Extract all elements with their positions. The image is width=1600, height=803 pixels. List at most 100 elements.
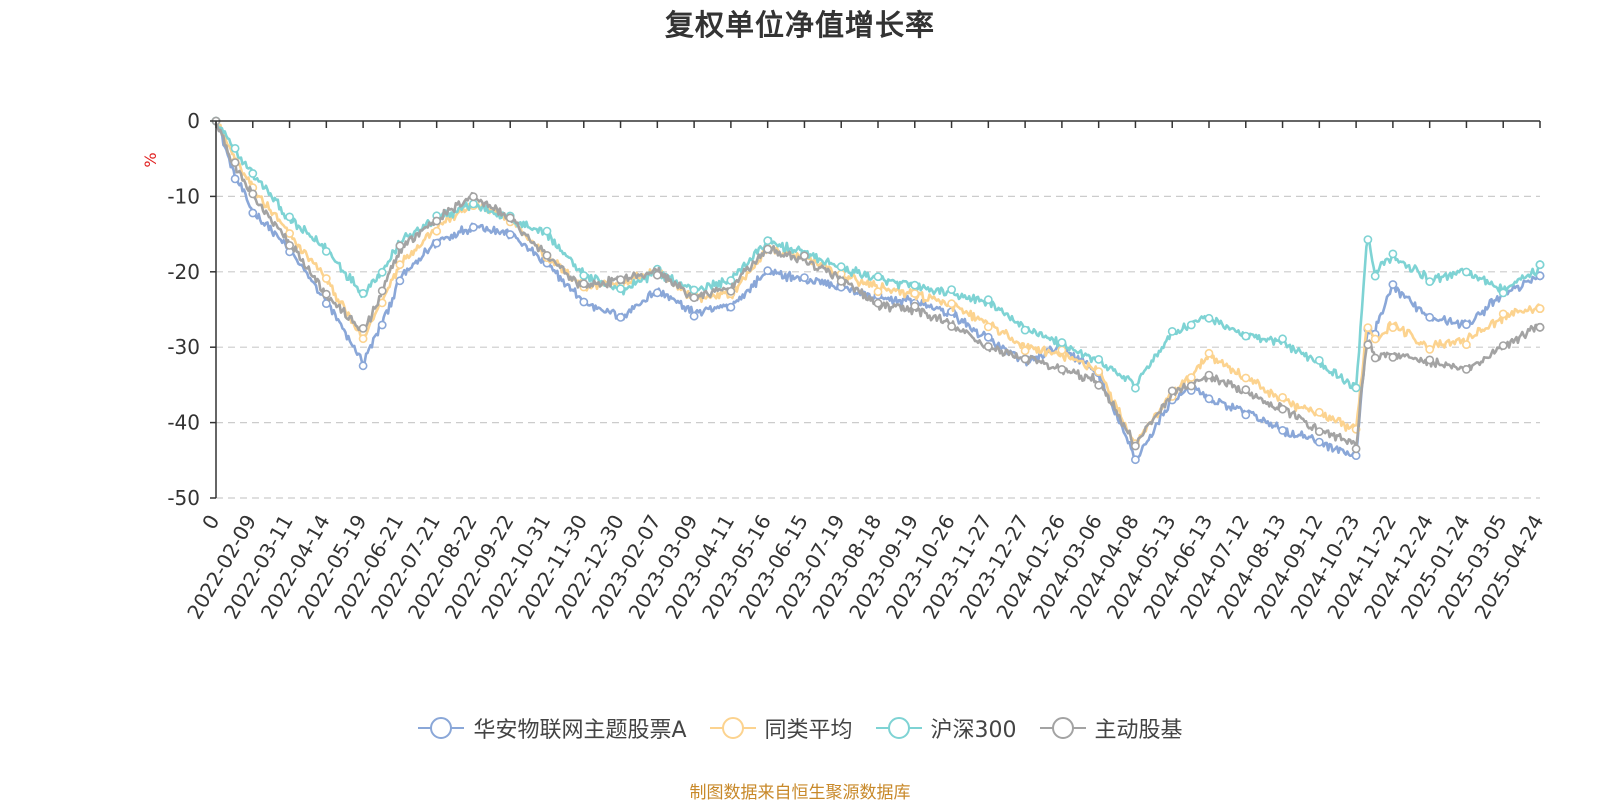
series-point-3 <box>617 276 624 283</box>
series-point-3 <box>691 294 698 301</box>
series-point-0 <box>1132 456 1139 463</box>
series-point-3 <box>1022 355 1029 362</box>
series-point-0 <box>1316 439 1323 446</box>
series-point-2 <box>691 286 698 293</box>
series-point-2 <box>580 272 587 279</box>
legend-label-fund-a: 华安物联网主题股票A <box>473 712 686 744</box>
series-point-3 <box>433 217 440 224</box>
series-point-1 <box>1389 324 1396 331</box>
series-point-0 <box>654 289 661 296</box>
series-point-0 <box>691 313 698 320</box>
series-point-3 <box>1058 366 1065 373</box>
legend-item-fund-a[interactable]: 华安物联网主题股票A <box>417 712 686 744</box>
series-point-1 <box>360 335 367 342</box>
series-point-3 <box>874 300 881 307</box>
series-point-3 <box>323 291 330 298</box>
series-point-0 <box>396 277 403 284</box>
series-point-3 <box>1536 324 1543 331</box>
legend-marker-peer-average-icon <box>709 715 757 741</box>
legend-marker-fund-a-icon <box>417 715 465 741</box>
legend-item-csi300[interactable]: 沪深300 <box>875 712 1017 744</box>
series-point-2 <box>1463 268 1470 275</box>
series-point-3 <box>654 272 661 279</box>
series-point-0 <box>1463 321 1470 328</box>
series-point-1 <box>1188 374 1195 381</box>
series-point-2 <box>1372 273 1379 280</box>
series-point-2 <box>1205 315 1212 322</box>
line-chart: 0-10-20-30-40-5002022-02-092022-03-11202… <box>0 0 1600 800</box>
series-point-2 <box>948 286 955 293</box>
series-line-3 <box>216 121 1540 449</box>
series-point-0 <box>249 209 256 216</box>
y-tick-label: -30 <box>167 335 200 359</box>
series-point-3 <box>1372 354 1379 361</box>
y-axis-label: % <box>141 152 160 167</box>
series-point-1 <box>1426 346 1433 353</box>
series-point-0 <box>232 175 239 182</box>
series-point-1 <box>1372 335 1379 342</box>
series-point-2 <box>1188 321 1195 328</box>
series-point-3 <box>1500 342 1507 349</box>
legend-label-csi300: 沪深300 <box>931 712 1017 744</box>
series-point-3 <box>543 252 550 259</box>
series-point-1 <box>1316 409 1323 416</box>
series-point-3 <box>838 278 845 285</box>
series-point-1 <box>396 261 403 268</box>
series-point-2 <box>286 213 293 220</box>
series-point-3 <box>249 190 256 197</box>
series-point-1 <box>1279 394 1286 401</box>
series-point-0 <box>1389 281 1396 288</box>
series-point-2 <box>874 273 881 280</box>
series-point-2 <box>360 290 367 297</box>
series-point-3 <box>1132 442 1139 449</box>
series-point-3 <box>911 303 918 310</box>
series-point-3 <box>507 214 514 221</box>
series-point-2 <box>543 228 550 235</box>
legend-item-active-equity[interactable]: 主动股基 <box>1039 712 1183 744</box>
series-point-1 <box>911 290 918 297</box>
series-point-3 <box>580 280 587 287</box>
series-point-1 <box>985 323 992 330</box>
series-point-3 <box>360 325 367 332</box>
series-point-2 <box>1022 327 1029 334</box>
series-point-1 <box>323 275 330 282</box>
series-point-3 <box>801 252 808 259</box>
series-point-2 <box>1353 384 1360 391</box>
series-point-3 <box>764 246 771 253</box>
source-note: 制图数据来自恒生聚源数据库 <box>0 778 1600 803</box>
series-layer <box>212 117 1543 463</box>
legend: 华安物联网主题股票A 同类平均 沪深300 主动股基 <box>0 712 1600 744</box>
series-point-3 <box>232 159 239 166</box>
series-point-3 <box>1353 445 1360 452</box>
series-point-3 <box>1463 366 1470 373</box>
series-point-3 <box>1095 382 1102 389</box>
series-point-2 <box>1058 339 1065 346</box>
series-point-0 <box>360 362 367 369</box>
axis-layer: 0-10-20-30-40-5002022-02-092022-03-11202… <box>167 109 1548 623</box>
series-point-1 <box>1463 341 1470 348</box>
series-point-2 <box>1389 250 1396 257</box>
series-point-2 <box>1242 333 1249 340</box>
series-point-2 <box>1500 289 1507 296</box>
series-point-3 <box>1242 386 1249 393</box>
series-line-1 <box>216 121 1540 445</box>
series-point-0 <box>617 314 624 321</box>
series-point-0 <box>433 240 440 247</box>
series-point-3 <box>1426 356 1433 363</box>
legend-item-peer-average[interactable]: 同类平均 <box>709 712 853 744</box>
y-tick-label: -20 <box>167 260 200 284</box>
series-point-0 <box>801 274 808 281</box>
series-point-2 <box>470 200 477 207</box>
series-point-2 <box>1426 278 1433 285</box>
series-point-2 <box>1364 236 1371 243</box>
series-point-2 <box>911 282 918 289</box>
y-tick-label: -50 <box>167 486 200 510</box>
series-point-3 <box>1188 382 1195 389</box>
series-point-3 <box>1279 406 1286 413</box>
series-point-3 <box>379 287 386 294</box>
series-point-3 <box>470 193 477 200</box>
series-point-1 <box>433 228 440 235</box>
series-point-3 <box>948 323 955 330</box>
series-point-3 <box>1389 354 1396 361</box>
series-point-3 <box>1169 387 1176 394</box>
